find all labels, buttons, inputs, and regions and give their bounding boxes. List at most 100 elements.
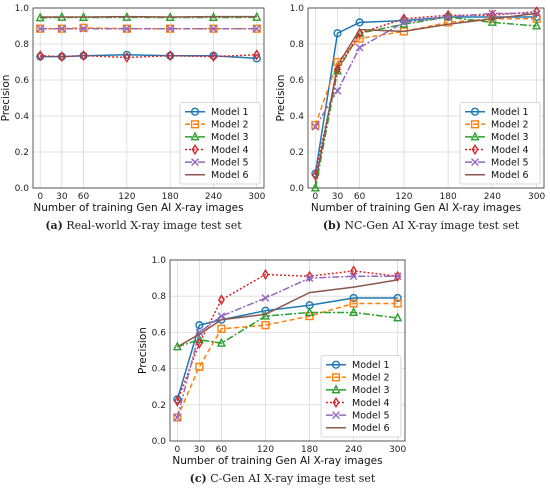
data-point bbox=[80, 50, 87, 62]
legend-marker bbox=[470, 131, 480, 141]
legend-marker bbox=[471, 158, 479, 166]
data-point bbox=[349, 293, 358, 303]
x-tick-label: 180 bbox=[440, 192, 457, 202]
data-point bbox=[216, 337, 226, 347]
legend-marker bbox=[190, 131, 200, 141]
x-axis-label: Number of training Gen AI X-ray images bbox=[172, 455, 382, 467]
data-point bbox=[253, 49, 261, 61]
y-axis-label: Precision bbox=[275, 75, 287, 122]
data-point bbox=[399, 18, 408, 27]
legend-marker bbox=[470, 120, 480, 129]
x-tick-label: 60 bbox=[354, 192, 366, 202]
data-point bbox=[311, 122, 320, 131]
legend-entry: Model 3 bbox=[352, 385, 390, 396]
series-6 bbox=[176, 279, 398, 348]
data-point bbox=[261, 321, 270, 330]
data-point bbox=[310, 182, 320, 192]
data-point bbox=[166, 50, 174, 62]
data-point bbox=[36, 24, 45, 33]
data-point bbox=[334, 63, 341, 75]
data-point bbox=[57, 24, 66, 33]
legend-marker bbox=[331, 384, 341, 394]
x-tick-label: 300 bbox=[389, 445, 406, 455]
legend-marker bbox=[471, 143, 479, 156]
y-tick-label: 0.6 bbox=[152, 328, 167, 338]
series-5 bbox=[36, 24, 261, 33]
caption-text: C-Gen AI X-ray image test set bbox=[207, 472, 376, 485]
legend-marker bbox=[332, 411, 340, 419]
legend-entry: Model 3 bbox=[211, 132, 249, 143]
data-point bbox=[173, 395, 181, 407]
series-4 bbox=[36, 49, 261, 64]
x-tick-label: 240 bbox=[345, 445, 362, 455]
x-tick-label: 0 bbox=[37, 192, 43, 202]
legend-marker bbox=[470, 107, 480, 116]
data-point bbox=[393, 293, 402, 303]
data-point bbox=[252, 24, 261, 33]
data-point bbox=[173, 413, 182, 422]
y-tick-label: 0.8 bbox=[15, 40, 30, 50]
series-line bbox=[176, 302, 398, 418]
data-point bbox=[393, 299, 402, 308]
series-line bbox=[40, 54, 257, 59]
data-point bbox=[350, 265, 358, 277]
series-6 bbox=[314, 12, 537, 183]
legend-entry: Model 2 bbox=[491, 120, 529, 131]
y-tick-label: 0.2 bbox=[290, 148, 304, 158]
x-tick-label: 30 bbox=[56, 192, 68, 202]
legend-entry: Model 1 bbox=[211, 107, 249, 118]
caption-text: NC-Gen AI X-ray image test set bbox=[341, 219, 520, 232]
data-point bbox=[311, 120, 320, 130]
data-point bbox=[122, 24, 131, 33]
data-point bbox=[260, 310, 271, 320]
legend-entry: Model 2 bbox=[211, 120, 249, 131]
legend-entry: Model 1 bbox=[352, 360, 390, 371]
data-point bbox=[58, 51, 66, 63]
x-tick-label: 120 bbox=[395, 192, 412, 202]
data-point bbox=[195, 321, 204, 330]
data-point bbox=[355, 18, 364, 27]
caption-letter: (a) bbox=[45, 219, 63, 232]
data-point bbox=[333, 29, 342, 38]
legend-marker bbox=[331, 360, 341, 369]
data-point bbox=[217, 324, 226, 333]
legend-box bbox=[320, 354, 402, 438]
x-tick-label: 180 bbox=[162, 192, 179, 202]
y-tick-label: 1.0 bbox=[290, 4, 305, 14]
y-tick-label: 1.0 bbox=[152, 256, 167, 266]
data-point bbox=[349, 306, 359, 316]
data-point bbox=[349, 272, 358, 281]
data-point bbox=[261, 294, 270, 302]
legend-entry: Model 5 bbox=[491, 157, 529, 168]
legend-entry: Model 3 bbox=[491, 132, 529, 143]
data-point bbox=[532, 20, 542, 30]
y-tick-label: 0.4 bbox=[152, 365, 167, 375]
x-tick-label: 60 bbox=[78, 192, 90, 202]
data-point bbox=[306, 270, 313, 282]
x-tick-label: 300 bbox=[528, 192, 545, 202]
x-tick-label: 120 bbox=[257, 445, 274, 455]
series-line bbox=[176, 270, 398, 402]
data-point bbox=[393, 312, 403, 322]
data-point bbox=[333, 86, 342, 95]
y-tick-label: 0.6 bbox=[15, 76, 30, 86]
plot-frame bbox=[307, 7, 545, 189]
legend-entry: Model 5 bbox=[352, 410, 390, 421]
y-tick-label: 1.0 bbox=[15, 4, 30, 14]
data-point bbox=[123, 51, 131, 64]
x-axis-label: Number of training Gen AI X-ray images bbox=[311, 202, 521, 214]
panel-caption: (a) Real-world X-ray image test set bbox=[45, 219, 242, 232]
data-point bbox=[217, 312, 226, 321]
caption-text: Real-world X-ray image test set bbox=[63, 219, 242, 232]
legend-entry: Model 4 bbox=[352, 398, 390, 409]
chart-panel-3: 0.0 0.2 0.4 0.6 0.8 1.0 0 30 60 120 180 240 300 Numbe… bbox=[137, 256, 407, 485]
legend-entry: Model 4 bbox=[211, 145, 249, 156]
x-tick-label: 120 bbox=[118, 192, 135, 202]
y-axis-label: Precision bbox=[0, 75, 12, 122]
data-point bbox=[488, 9, 497, 18]
x-tick-label: 0 bbox=[174, 445, 180, 455]
